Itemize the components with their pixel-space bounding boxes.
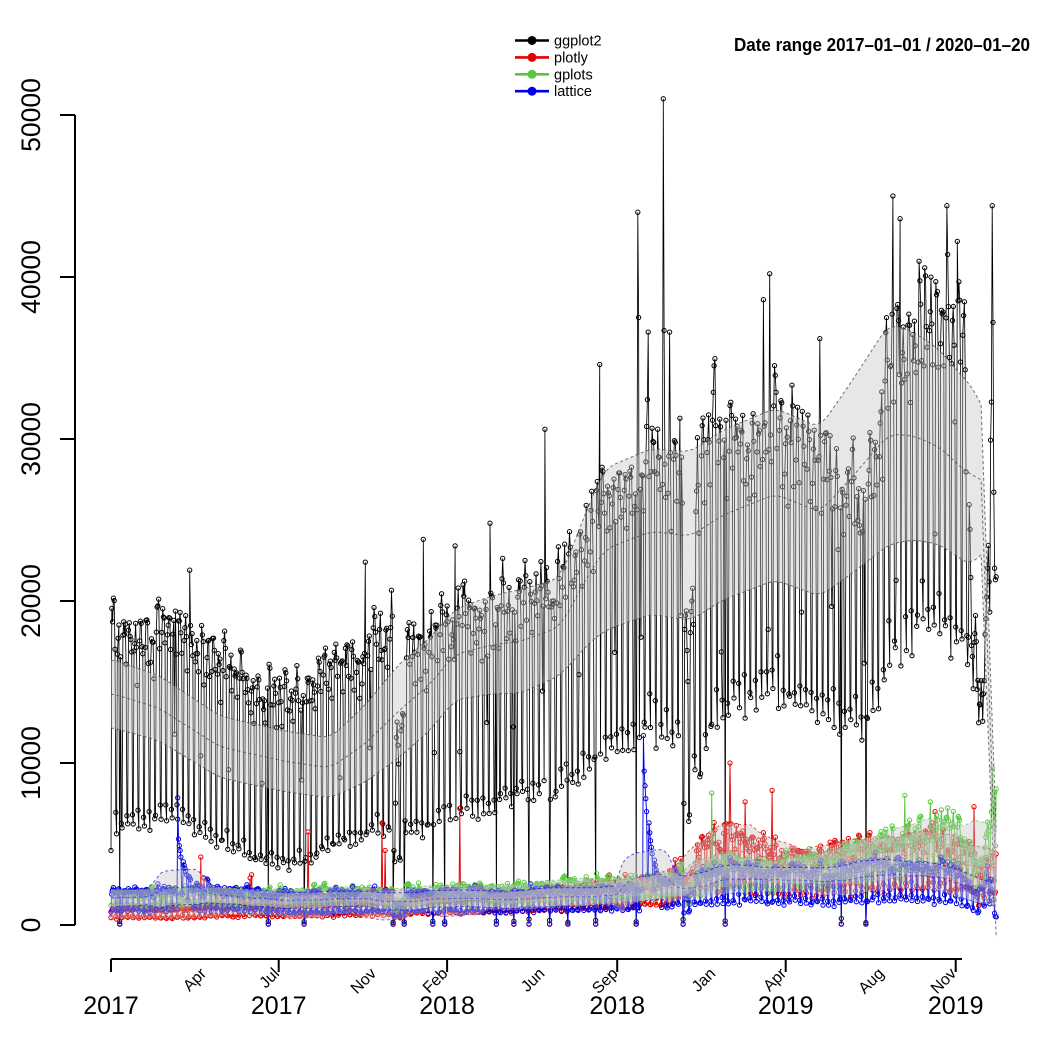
svg-text:Date range 2017–01–01 / 2020–: Date range 2017–01–01 / 2020–01–20 [734, 34, 1030, 55]
svg-text:2019: 2019 [758, 992, 814, 1020]
svg-text:2017: 2017 [251, 992, 307, 1020]
svg-text:lattice: lattice [554, 84, 592, 100]
svg-text:0: 0 [16, 918, 46, 933]
svg-text:10000: 10000 [16, 726, 46, 800]
svg-text:2019: 2019 [928, 992, 984, 1020]
svg-text:2018: 2018 [589, 992, 645, 1020]
svg-text:gplots: gplots [554, 67, 593, 83]
svg-text:2018: 2018 [419, 992, 475, 1020]
svg-text:20000: 20000 [16, 564, 46, 638]
svg-text:50000: 50000 [16, 78, 46, 152]
svg-text:ggplot2: ggplot2 [554, 34, 602, 50]
svg-text:plotly: plotly [554, 50, 589, 66]
svg-text:40000: 40000 [16, 240, 46, 314]
svg-text:2017: 2017 [83, 992, 139, 1020]
svg-text:30000: 30000 [16, 402, 46, 476]
